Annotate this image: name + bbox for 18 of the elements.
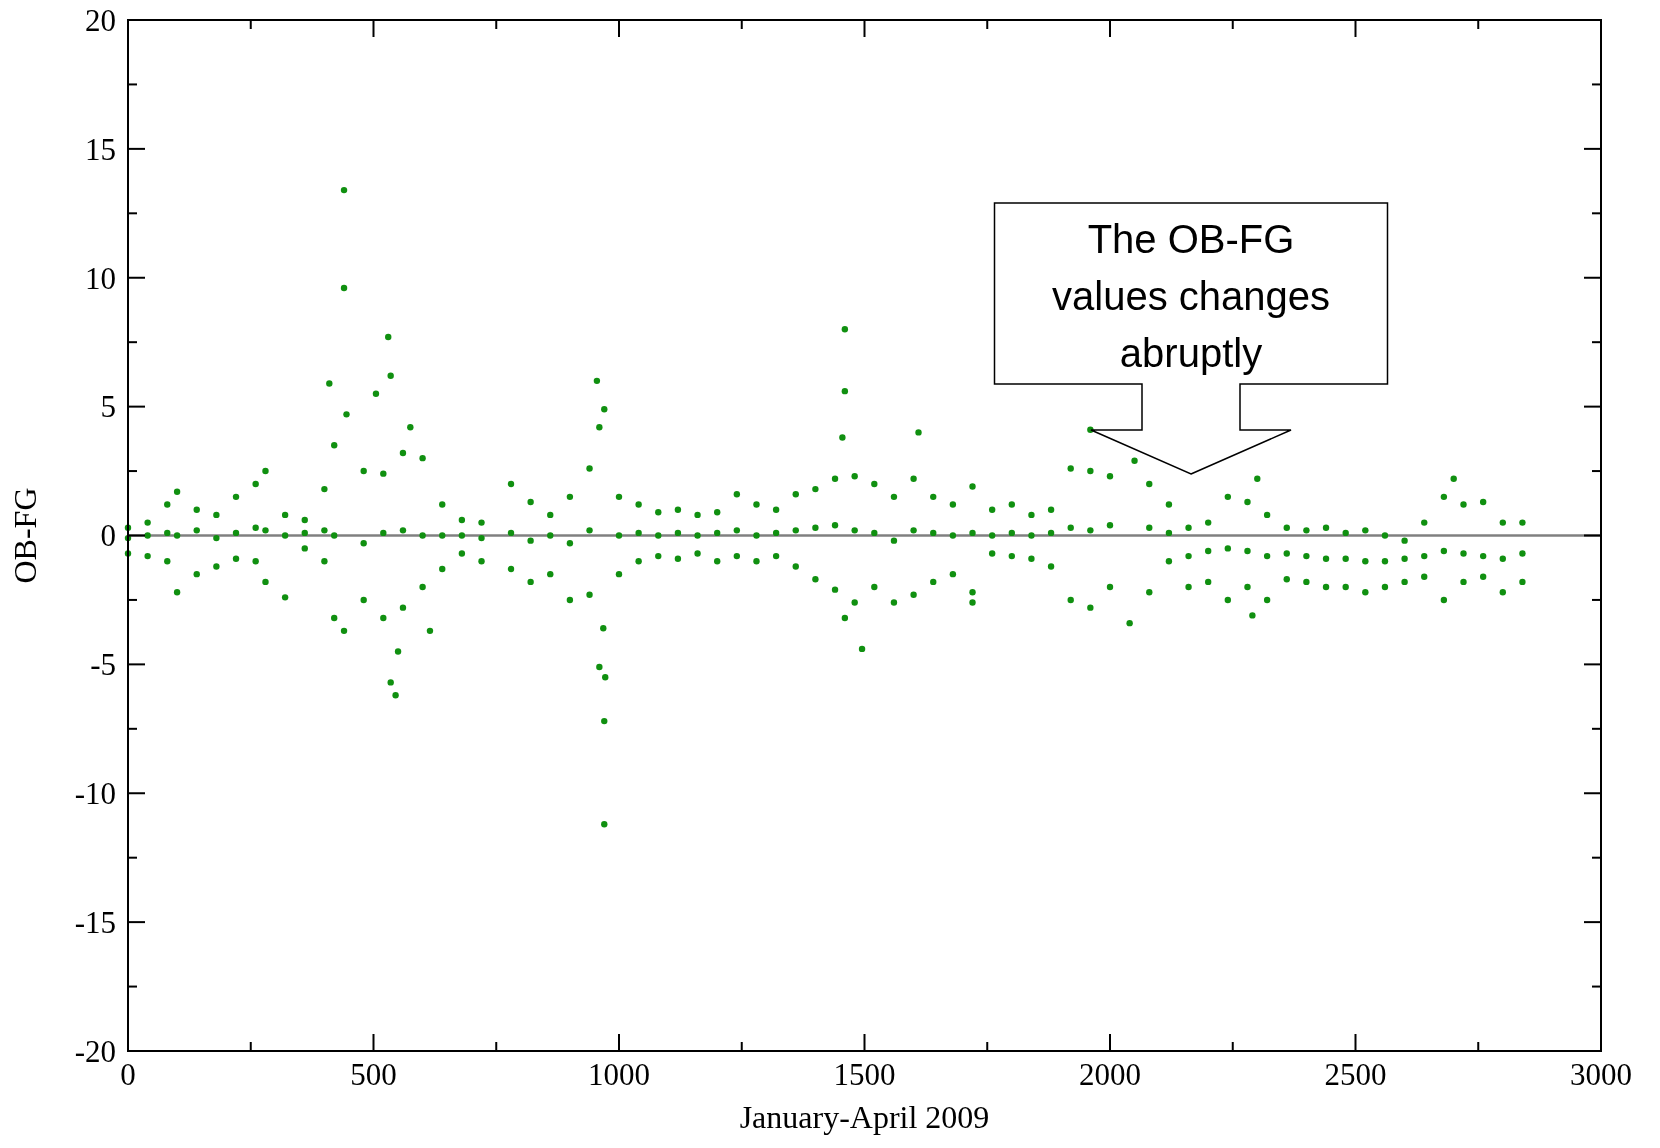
x-axis-title: January-April 2009 — [739, 1099, 990, 1135]
annotation: The OB-FG values changes abruptly — [1052, 217, 1330, 375]
y-tick-label: 20 — [85, 2, 116, 38]
x-tick-label: 1500 — [833, 1057, 896, 1092]
x-tick-label: 2000 — [1079, 1057, 1141, 1092]
y-tick-label: 0 — [100, 518, 116, 554]
y-tick-label: -10 — [74, 776, 116, 812]
y-tick-label: 5 — [100, 389, 116, 425]
y-tick-label: 10 — [85, 260, 116, 296]
y-tick-label: -5 — [90, 647, 116, 683]
y-tick-label: -20 — [74, 1033, 116, 1069]
y-tick-label: 15 — [85, 131, 116, 167]
x-tick-label: 1000 — [588, 1057, 650, 1092]
x-tick-label: 500 — [350, 1057, 397, 1092]
x-tick-label: 2500 — [1324, 1057, 1387, 1092]
x-tick-label: 3000 — [1570, 1057, 1632, 1092]
y-tick-label: -15 — [74, 904, 116, 940]
y-axis-title: OB-FG — [7, 487, 43, 584]
